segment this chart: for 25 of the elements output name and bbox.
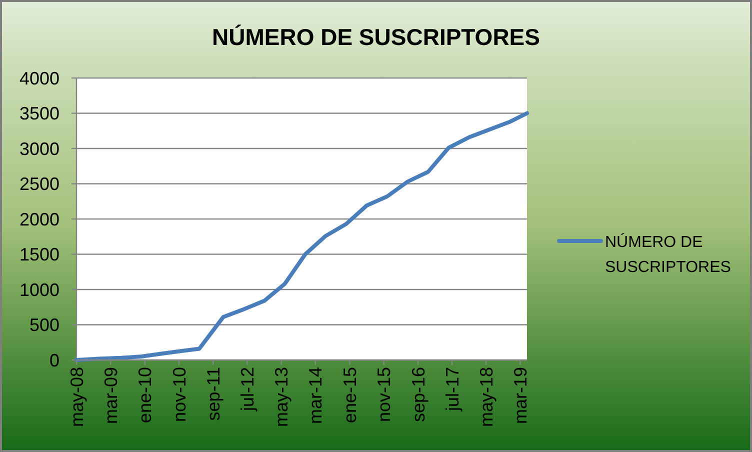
y-tick-label: 1000	[19, 280, 60, 300]
y-tick-label: 2000	[19, 209, 60, 230]
y-tick-label: 3500	[19, 104, 60, 124]
x-tick-label: jul-17	[442, 367, 462, 412]
x-tick-label: may-13	[272, 367, 292, 428]
y-tick-label: 0	[49, 350, 60, 370]
x-tick-label: mar-19	[510, 367, 530, 424]
x-tick-label: mar-14	[306, 367, 326, 424]
chart-title: NÚMERO DE SUSCRIPTORES	[212, 24, 540, 50]
x-tick-label: nov-10	[169, 367, 190, 422]
x-tick-label: sep-11	[203, 367, 224, 421]
x-tick-label: may-08	[66, 367, 87, 428]
legend-label: NÚMERO DE SUSCRIPTORES	[605, 233, 731, 276]
x-tick-label: nov-15	[374, 367, 394, 422]
y-tick-label: 3000	[19, 138, 60, 159]
y-tick-label: 500	[29, 315, 60, 336]
x-tick-label: ene-10	[135, 367, 156, 424]
x-tick-label: jul-12	[237, 367, 258, 412]
y-tick-label: 4000	[19, 68, 60, 88]
y-tick-label: 1500	[19, 244, 60, 265]
x-tick-label: ene-15	[340, 367, 360, 424]
x-tick-label: mar-09	[100, 367, 121, 424]
y-tick-label: 2500	[19, 174, 60, 194]
x-tick-label: sep-16	[408, 367, 428, 422]
x-tick-label: may-18	[476, 367, 496, 428]
